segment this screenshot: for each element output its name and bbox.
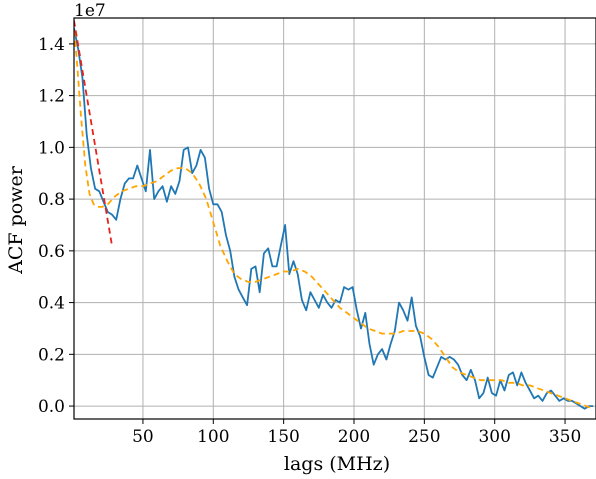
y-tick-label: 0.8 [38,190,65,210]
x-tick-label: 200 [338,427,370,447]
x-tick-label: 250 [408,427,440,447]
y-tick-label: 0.4 [38,294,65,314]
y-offset-label: 1e7 [74,1,106,21]
y-tick-label: 0.2 [38,345,65,365]
x-tick-label: 150 [267,427,299,447]
x-axis-ticks: 50 100 150 200 250 300 350 [132,419,581,447]
x-axis-label: lags (MHz) [284,453,390,475]
y-tick-label: 1.0 [38,138,65,158]
y-tick-label: 0.0 [38,397,65,417]
y-tick-label: 1.4 [38,35,65,55]
y-tick-label: 0.6 [38,242,65,262]
x-tick-label: 50 [132,427,154,447]
series-group [74,20,594,410]
y-axis-label: ACF power [5,165,27,275]
series-line-2 [74,30,594,410]
x-tick-label: 350 [549,427,581,447]
grid-lines [74,18,596,419]
y-axis-ticks: 0.0 0.2 0.4 0.6 0.8 1.0 1.2 1.4 [38,35,74,417]
x-tick-label: 100 [197,427,229,447]
series-line-1 [74,28,594,410]
plot-frame [73,17,596,420]
x-tick-label: 300 [478,427,510,447]
y-tick-label: 1.2 [38,87,65,107]
series-line-3 [74,20,113,246]
